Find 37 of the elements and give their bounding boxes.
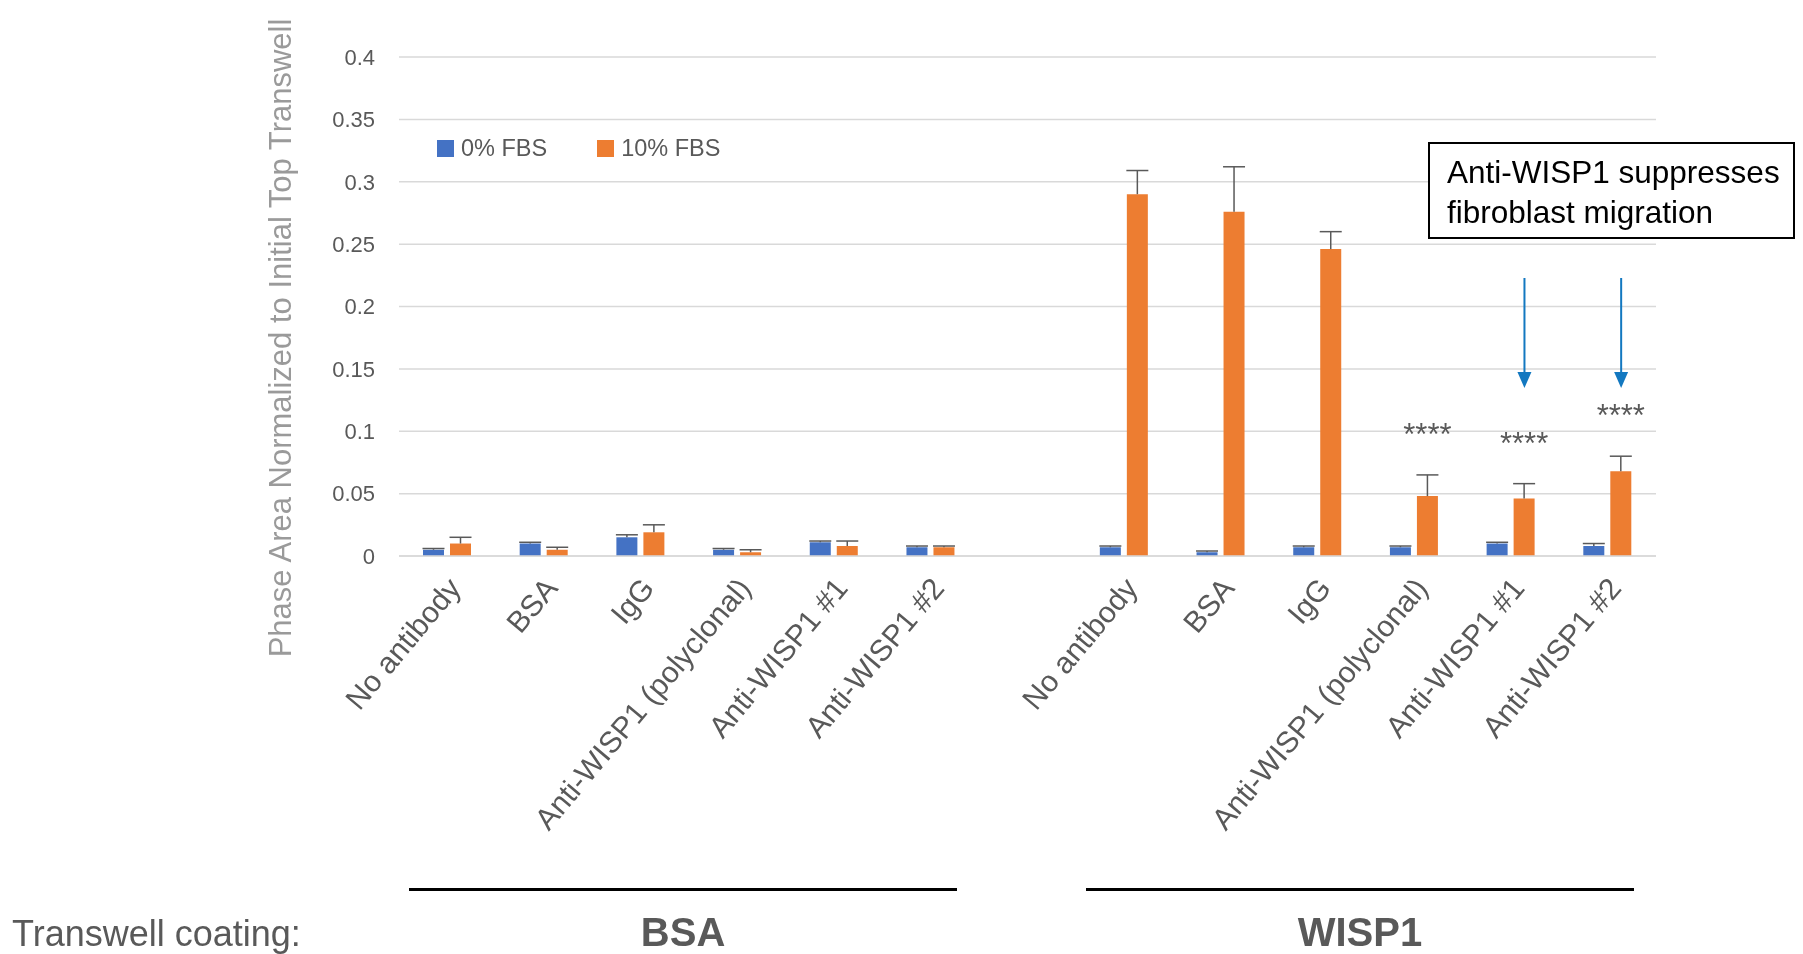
x-tick-label: BSA [1176, 571, 1241, 639]
data-label: **** [1403, 416, 1452, 452]
y-tick-label: 0.2 [344, 294, 375, 320]
y-tick-label: 0.05 [332, 481, 375, 507]
bar [1293, 547, 1315, 556]
bar [643, 532, 665, 556]
text: Transwell coating: [12, 913, 301, 954]
bar [906, 547, 928, 556]
bar [1416, 496, 1438, 556]
bar [616, 537, 638, 556]
y-axis-title: Phase Area Normalized to Initial Top Transwell [262, 18, 298, 658]
bar [1099, 547, 1121, 556]
y-tick-label: 0.35 [332, 107, 375, 133]
legend-label: 10% FBS [621, 135, 721, 161]
text: BSA [640, 910, 726, 954]
data-label: **** [1499, 425, 1549, 461]
y-tick-label: 0.15 [332, 356, 375, 382]
bar [1389, 547, 1411, 556]
bar [809, 542, 831, 556]
bar [1320, 249, 1342, 556]
bar [1513, 498, 1535, 556]
x-tick-label: BSA [499, 571, 564, 639]
data-label: **** [1596, 398, 1645, 434]
y-tick-label: 0.1 [344, 419, 375, 445]
bar [1583, 546, 1605, 556]
y-tick-label: 0.4 [344, 44, 375, 70]
y-tick-label: 0 [362, 543, 375, 569]
legend-label: 0% FBS [461, 135, 548, 161]
bar [1126, 194, 1148, 556]
bar [1223, 211, 1245, 556]
annotation: Anti-WISP1 suppresses fibroblast migration [1447, 154, 1780, 230]
y-tick-label: 0.3 [344, 169, 375, 195]
bar [933, 547, 955, 556]
text: WISP1 [1297, 910, 1423, 954]
y-tick-label: 0.25 [332, 231, 375, 257]
bar [1610, 471, 1632, 556]
bar [836, 546, 858, 556]
